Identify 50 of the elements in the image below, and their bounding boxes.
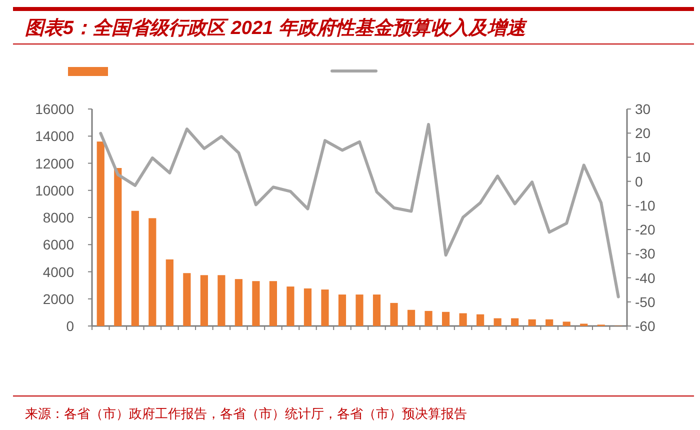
y-tick-label: 16000 bbox=[35, 101, 74, 117]
y-tick-label: 0 bbox=[66, 318, 74, 334]
bar bbox=[304, 288, 312, 326]
line-series bbox=[99, 122, 620, 298]
bar bbox=[252, 281, 260, 326]
y2-tick-label: 20 bbox=[635, 125, 651, 142]
bar bbox=[390, 302, 398, 326]
bar bbox=[321, 290, 329, 326]
bar bbox=[476, 314, 484, 326]
bar bbox=[494, 318, 502, 326]
bar bbox=[183, 273, 191, 326]
source-note: 来源：各省（市）政府工作报告，各省（市）统计厅，各省（市）预决算报告 bbox=[25, 406, 467, 421]
y-tick-label: 2000 bbox=[42, 290, 74, 307]
bar bbox=[131, 210, 139, 326]
bar bbox=[356, 294, 364, 326]
bar bbox=[269, 281, 278, 326]
y2-tick-label: -20 bbox=[635, 222, 656, 238]
bar bbox=[200, 275, 208, 326]
bar bbox=[372, 294, 381, 326]
bar bbox=[338, 294, 346, 326]
bar bbox=[148, 218, 156, 326]
bar bbox=[234, 279, 242, 326]
chart-title: 图表5：全国省级行政区 2021 年政府性基金预算收入及增速 bbox=[25, 17, 528, 39]
y2-tick-label: 30 bbox=[635, 101, 651, 117]
bar bbox=[511, 318, 519, 326]
bar bbox=[459, 313, 467, 326]
bar bbox=[562, 322, 570, 326]
bar bbox=[442, 312, 450, 326]
bar bbox=[424, 310, 432, 326]
bar bbox=[546, 319, 554, 326]
bar bbox=[528, 319, 536, 326]
bar bbox=[407, 310, 416, 326]
bar bbox=[166, 259, 174, 326]
y2-tick-label: 0 bbox=[635, 173, 643, 190]
y-tick-label: 10000 bbox=[35, 182, 74, 198]
y2-tick-label: -10 bbox=[635, 197, 656, 214]
bar bbox=[96, 142, 104, 326]
y2-tick-label: -30 bbox=[635, 246, 656, 262]
y-tick-label: 12000 bbox=[35, 155, 74, 172]
bar bbox=[114, 168, 122, 326]
y2-tick-label: 10 bbox=[635, 149, 651, 166]
y2-tick-label: -50 bbox=[635, 294, 656, 310]
bar bbox=[218, 275, 226, 326]
y-tick-label: 6000 bbox=[42, 236, 74, 253]
y-tick-label: 8000 bbox=[42, 210, 74, 226]
y-tick-label: 4000 bbox=[42, 264, 74, 280]
bar bbox=[286, 286, 294, 326]
y2-tick-label: -60 bbox=[635, 318, 656, 334]
y-tick-label: 14000 bbox=[35, 128, 74, 144]
y2-tick-label: -40 bbox=[635, 270, 656, 286]
